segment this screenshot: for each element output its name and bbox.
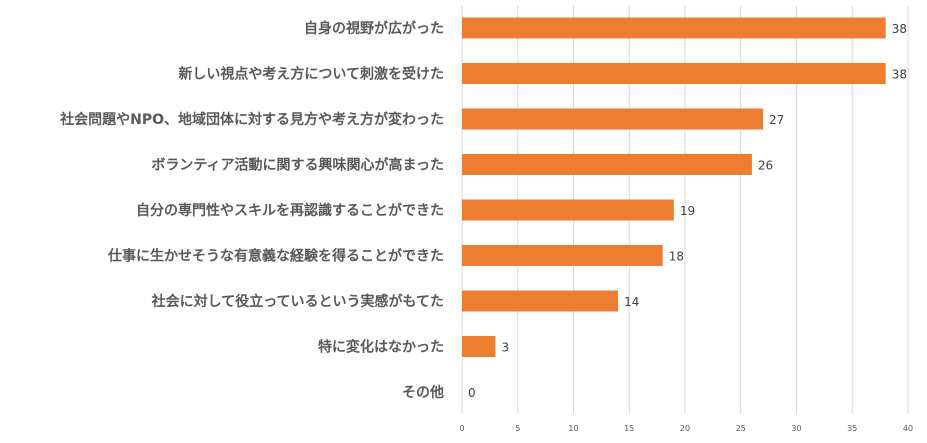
bar: [462, 245, 663, 266]
bar: [462, 63, 886, 84]
data-label: 0: [468, 386, 476, 400]
data-label: 18: [669, 250, 684, 264]
x-tick-label: 35: [847, 424, 857, 433]
x-tick-label: 0: [459, 424, 464, 433]
value-labels: 38 38 27 26 19 18 14 3 0: [468, 22, 907, 400]
category-labels: 自身の視野が広がった新しい視点や考え方について刺激を受けた社会問題やNPO、地域…: [59, 20, 444, 401]
data-label: 26: [758, 159, 773, 173]
bar: [462, 199, 674, 221]
category-label: 仕事に生かせそうな有意義な経験を得ることができた: [107, 248, 444, 265]
bar: [462, 108, 764, 130]
category-label: その他: [402, 384, 444, 401]
category-label: 新しい視点や考え方について刺激を受けた: [178, 66, 444, 83]
category-label: ボランティア活動に関する興味関心が高まった: [151, 157, 444, 174]
category-label: 社会問題やNPO、地域団体に対する見方や考え方が変わった: [59, 111, 444, 128]
category-label: 社会に対して役立っているという実感がもてた: [151, 293, 444, 310]
x-tick-label: 30: [791, 424, 801, 433]
bar: [462, 290, 619, 312]
x-axis-ticks: 0 5 10 15 20 25 30 35 40: [459, 424, 913, 433]
data-label: 27: [769, 113, 784, 127]
data-label: 38: [892, 68, 907, 82]
x-tick-label: 10: [568, 424, 578, 433]
x-tick-label: 15: [624, 424, 634, 433]
bar: [462, 154, 752, 175]
data-label: 19: [680, 204, 695, 218]
data-label: 38: [892, 22, 907, 36]
bar: [462, 336, 496, 357]
category-label: 特に変化はなかった: [318, 339, 444, 356]
data-label: 3: [501, 341, 509, 355]
category-label: 自身の視野が広がった: [304, 20, 444, 37]
x-tick-label: 25: [736, 424, 746, 433]
data-label: 14: [624, 295, 639, 309]
x-tick-label: 5: [515, 424, 520, 433]
x-tick-label: 40: [903, 424, 913, 433]
bars: [462, 17, 886, 357]
category-label: 自分の専門性やスキルを再認識することができた: [136, 202, 444, 219]
bar: [462, 17, 886, 39]
x-tick-label: 20: [680, 424, 690, 433]
